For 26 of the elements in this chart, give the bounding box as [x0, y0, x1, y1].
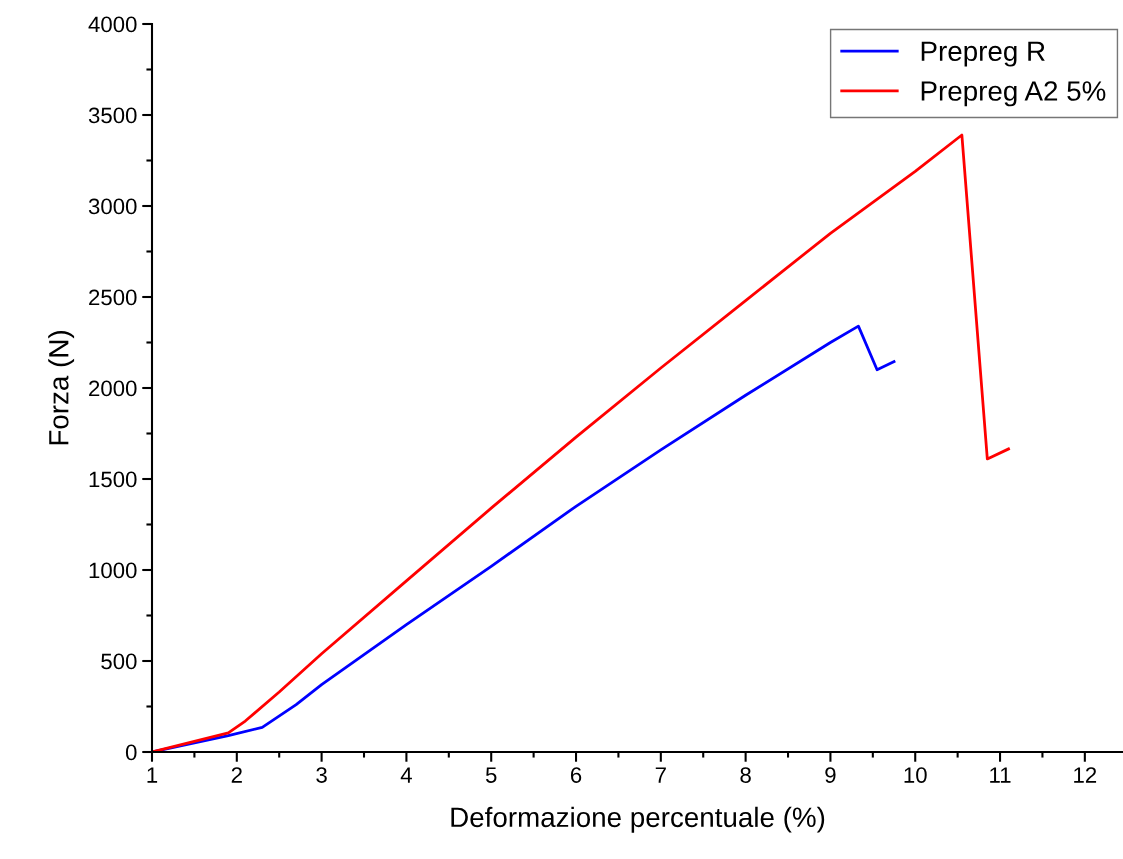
x-tick-label: 2 — [231, 767, 242, 783]
x-tick-label: 9 — [825, 767, 836, 783]
line-series — [152, 133, 1010, 752]
y-tick-label: 2000 — [89, 380, 137, 397]
y-tick-label: 1000 — [89, 562, 137, 579]
x-tick-label: 3 — [316, 767, 327, 783]
x-tick-label: 12 — [1074, 767, 1097, 783]
legend-label: Prepreg R — [921, 41, 1045, 67]
x-tick-label: 4 — [400, 767, 412, 783]
y-tick-label: 3500 — [88, 107, 137, 124]
x-tick-label: 5 — [485, 767, 497, 783]
x-axis-title: Deformazione percentuale (%) — [451, 806, 825, 833]
x-tick-label: 7 — [655, 767, 666, 783]
x-tick-label: 11 — [990, 767, 1011, 783]
x-tick-label: 6 — [570, 767, 582, 783]
legend-label: Prepreg A2 5% — [921, 81, 1106, 107]
y-tick-label: 3000 — [88, 198, 137, 215]
y-tick-label: 4000 — [88, 16, 137, 33]
y-tick-label: 0 — [125, 744, 137, 761]
y-tick-label: 1500 — [89, 471, 137, 488]
x-tick-label: 10 — [904, 767, 927, 783]
x-tick-label: 1 — [147, 767, 158, 783]
x-tick-label: 8 — [740, 767, 751, 783]
y-tick-label: 2500 — [89, 289, 137, 306]
y-axis-title: Forza (N) — [48, 331, 75, 445]
y-tick-label: 500 — [101, 653, 137, 670]
